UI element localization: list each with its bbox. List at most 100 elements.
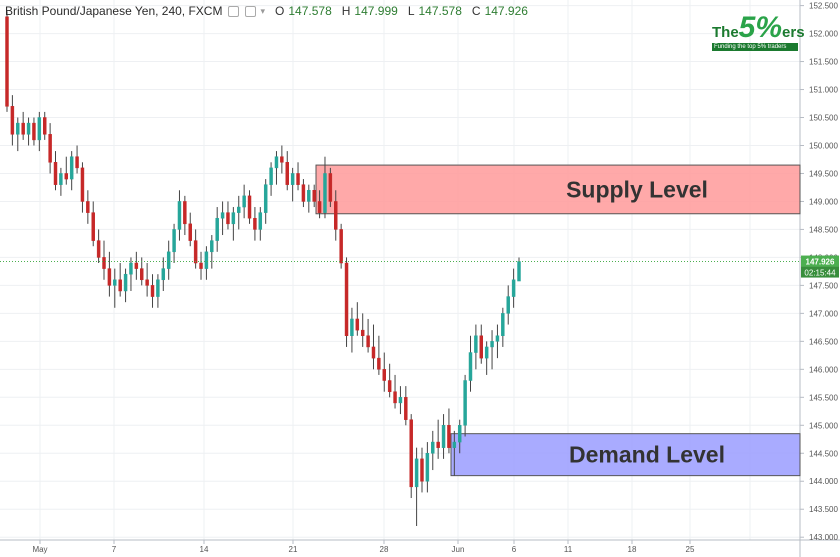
open-value: 147.578 <box>288 4 332 18</box>
candle-body <box>398 397 403 404</box>
candle-body <box>150 285 155 297</box>
candle-body <box>91 212 95 241</box>
candle-body <box>26 122 31 135</box>
candle-body <box>307 190 311 202</box>
candle-body <box>172 229 176 253</box>
y-tick-label: 143.000 <box>809 533 838 542</box>
open-label: O <box>275 4 285 18</box>
candle-body <box>441 425 446 448</box>
y-tick-label: 144.500 <box>809 449 838 458</box>
candle-body <box>506 296 510 314</box>
candle-body <box>382 369 386 381</box>
candle-body <box>328 173 333 202</box>
candle-body <box>80 167 85 202</box>
candle-body <box>285 162 289 185</box>
candle-body <box>393 391 397 404</box>
candle-body <box>431 441 435 454</box>
chart-header: British Pound/Japanese Yen, 240, FXCM ▾ … <box>5 4 528 18</box>
candle-body <box>253 217 257 230</box>
x-tick-label: 11 <box>564 545 573 554</box>
candle-body <box>59 173 63 185</box>
candle-body <box>404 397 408 420</box>
logo-five: 5% <box>738 11 783 44</box>
zone-rect <box>315 164 801 215</box>
candle-body <box>317 201 322 213</box>
y-tick-label: 143.500 <box>809 505 838 514</box>
candle-body <box>215 217 219 241</box>
candle-body <box>134 262 139 269</box>
y-tick-label: 146.500 <box>809 337 838 346</box>
candle-body <box>301 184 306 202</box>
candle-body <box>16 122 20 135</box>
candle-body <box>366 335 370 348</box>
logo-the: The <box>712 24 739 41</box>
candle-body <box>447 425 451 448</box>
candle-body <box>452 441 457 448</box>
candle-body <box>387 380 392 392</box>
visibility-icon[interactable] <box>245 5 257 17</box>
candle-body <box>102 257 106 269</box>
y-tick-label: 147.000 <box>809 309 838 318</box>
candle-body <box>10 106 15 135</box>
y-tick-label: 151.000 <box>809 86 838 95</box>
y-tick-label: 150.500 <box>809 114 838 123</box>
candle-body <box>156 279 160 297</box>
chevron-down-icon[interactable]: ▾ <box>260 5 266 16</box>
candle-body <box>344 262 349 337</box>
candle-body <box>69 156 74 180</box>
candle-body <box>177 201 182 230</box>
candle-body <box>258 212 263 230</box>
x-tick-label: Jun <box>452 545 465 554</box>
candle-body <box>468 352 473 381</box>
candle-body <box>334 201 338 230</box>
y-tick-label: 149.000 <box>809 197 838 206</box>
candle-body <box>123 273 128 292</box>
candle-body <box>425 453 430 482</box>
x-tick-label: 25 <box>686 545 695 554</box>
close-label: C <box>471 4 481 18</box>
candle-body <box>21 122 25 135</box>
x-tick-label: 7 <box>112 545 117 554</box>
candle-body <box>495 335 500 342</box>
candle-body <box>237 206 241 213</box>
candle-body <box>210 240 214 253</box>
candle-body <box>242 195 246 208</box>
candle-body <box>517 261 521 282</box>
zone-rect <box>450 433 801 477</box>
candle-body <box>490 341 494 348</box>
candle-body <box>296 173 300 185</box>
settings-icon[interactable] <box>228 5 240 17</box>
candle-body <box>118 279 122 292</box>
candle-body <box>140 268 144 281</box>
candle-body <box>113 279 117 286</box>
candle-body <box>350 318 354 337</box>
y-tick-label: 146.000 <box>809 365 838 374</box>
candle-body <box>183 201 187 225</box>
candle-body <box>355 318 360 331</box>
candle-body <box>290 173 295 185</box>
candle-body <box>484 346 489 359</box>
candle-body <box>263 184 268 213</box>
x-tick-label: May <box>32 545 47 554</box>
y-tick-label: 150.000 <box>809 141 838 150</box>
candle-body <box>75 156 79 169</box>
candle-body <box>280 156 284 163</box>
high-label: H <box>341 4 351 18</box>
close-value: 147.926 <box>484 4 528 18</box>
symbol-title[interactable]: British Pound/Japanese Yen, 240, FXCM <box>5 4 223 18</box>
candle-body <box>247 195 252 219</box>
y-tick-label: 144.000 <box>809 477 838 486</box>
candle-body <box>204 251 209 269</box>
candle-body <box>457 425 462 443</box>
candle-body <box>339 229 343 264</box>
candle-body <box>86 201 90 213</box>
candle-body <box>231 212 236 225</box>
candle-body <box>474 335 478 353</box>
x-tick-label: 18 <box>628 545 637 554</box>
y-tick-label: 151.500 <box>809 58 838 67</box>
x-tick-label: 21 <box>289 545 298 554</box>
x-tick-label: 28 <box>380 545 389 554</box>
candle-body <box>463 380 467 426</box>
y-tick-label: 148.500 <box>809 225 838 234</box>
